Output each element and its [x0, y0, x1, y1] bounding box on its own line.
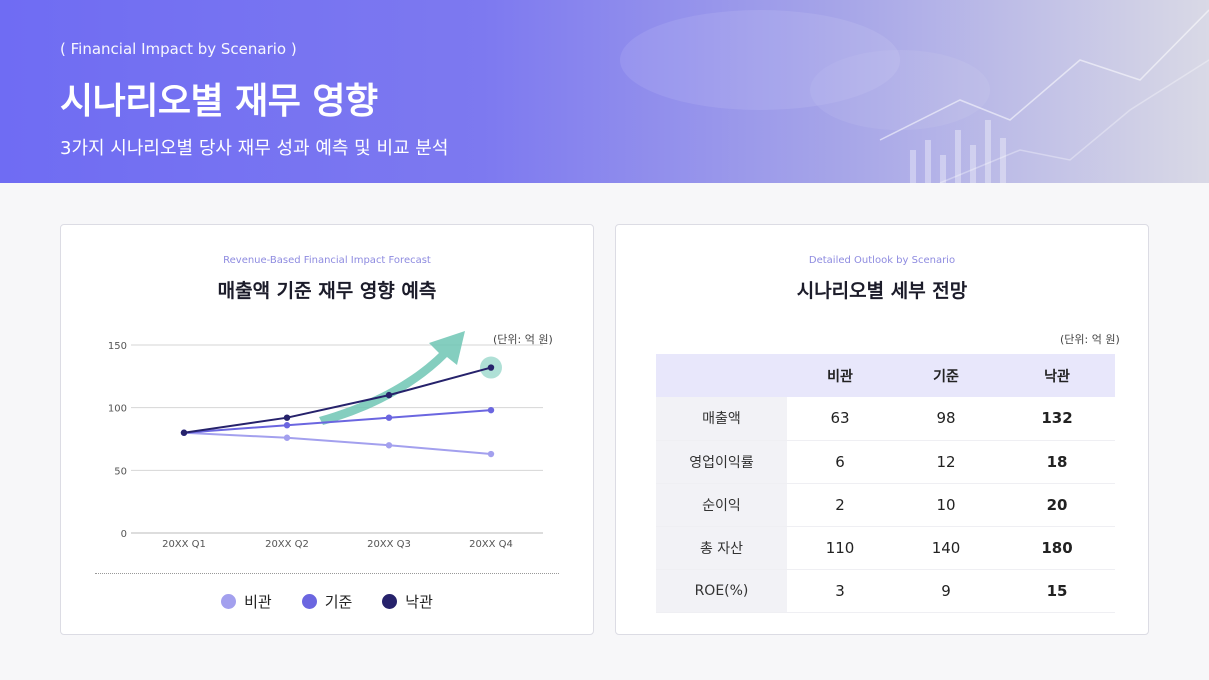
x-tick-label: 20XX Q4 [469, 539, 513, 550]
data-point-base [283, 422, 291, 429]
series-line-pessimistic [183, 431, 492, 456]
table-cell: 132 [999, 397, 1115, 441]
page-description: 3가지 시나리오별 당사 재무 성과 예측 및 비교 분석 [60, 138, 449, 159]
scenario-table: 비관 기준 낙관 매출액 63 98 132 영업이익률 6 12 18 순이익… [656, 354, 1115, 613]
data-point-base [487, 406, 495, 414]
table-row: 순이익 2 10 20 [656, 483, 1115, 527]
legend-label-base: 기준 [324, 593, 353, 611]
table-header-row: 비관 기준 낙관 [656, 354, 1115, 397]
table-row: 매출액 63 98 132 [656, 397, 1115, 441]
table-cell: 110 [787, 526, 894, 570]
series-line-optimistic [183, 366, 492, 434]
chart-legend: 비관 기준 낙관 [61, 591, 593, 612]
row-label: ROE(%) [656, 569, 787, 613]
data-point-optimistic [385, 391, 393, 399]
table-cell: 6 [787, 440, 894, 484]
table-cell: 15 [999, 569, 1115, 613]
table-title: 시나리오별 세부 전망 [796, 280, 968, 302]
legend-dot-base [301, 594, 317, 609]
table-cell: 10 [893, 483, 1000, 527]
table-cell: 140 [893, 526, 1000, 570]
hero-banner: ( Financial Impact by Scenario ) 시나리오별 재… [0, 0, 1209, 183]
row-label: 순이익 [656, 483, 787, 527]
page-title: 시나리오별 재무 영향 [60, 81, 378, 122]
hero-subtitle-en: ( Financial Impact by Scenario ) [60, 40, 297, 58]
table-eyebrow: Detailed Outlook by Scenario [808, 255, 956, 266]
table-cell: 9 [893, 569, 1000, 613]
chart-title: 매출액 기준 재무 영향 예측 [217, 280, 437, 302]
legend-dot-optimistic [382, 594, 398, 609]
table-corner-cell [656, 354, 787, 397]
data-point-optimistic [283, 414, 291, 421]
table-unit-label: (단위: 억 원) [1060, 333, 1120, 346]
legend-item-pessimistic: 비관 [221, 591, 272, 612]
forecast-chart-card: Revenue-Based Financial Impact Forecast … [60, 224, 594, 635]
series-line-base [183, 409, 492, 434]
table-row: 총 자산 110 140 180 [656, 526, 1115, 570]
y-tick-label: 50 [114, 466, 127, 477]
row-label: 총 자산 [656, 526, 787, 570]
scenario-outlook-card: Detailed Outlook by Scenario 시나리오별 세부 전망… [615, 224, 1149, 635]
data-point-optimistic [180, 429, 188, 436]
legend-label-optimistic: 낙관 [405, 593, 433, 611]
data-point-base [385, 414, 393, 421]
row-label: 매출액 [656, 397, 787, 441]
table-row: ROE(%) 3 9 15 [656, 569, 1115, 613]
x-tick-label: 20XX Q1 [162, 539, 206, 550]
data-point-optimistic [487, 364, 495, 371]
table-row: 영업이익률 6 12 18 [656, 440, 1115, 484]
column-header-optimistic: 낙관 [999, 354, 1115, 397]
table-cell: 3 [787, 569, 894, 613]
table-cell: 20 [999, 483, 1115, 527]
table-cell: 98 [893, 397, 1000, 441]
legend-label-pessimistic: 비관 [244, 593, 272, 611]
data-point-pessimistic [283, 434, 291, 441]
legend-item-optimistic: 낙관 [382, 591, 433, 612]
x-tick-label: 20XX Q3 [367, 539, 411, 550]
table-cell: 2 [787, 483, 894, 527]
trend-arrow-icon [319, 331, 465, 425]
hero-background-graphic [620, 9, 1209, 183]
line-chart: 0 50 100 150 20XX Q1 20XX Q2 20XX Q3 20XX Q4 [108, 331, 543, 550]
column-header-pessimistic: 비관 [787, 354, 894, 397]
y-tick-label: 0 [121, 529, 127, 540]
data-point-pessimistic [385, 442, 393, 449]
row-label: 영업이익률 [656, 440, 787, 484]
table-cell: 18 [999, 440, 1115, 484]
chart-unit-label: (단위: 억 원) [493, 333, 553, 346]
legend-divider [95, 573, 559, 574]
table-cell: 12 [893, 440, 1000, 484]
x-tick-label: 20XX Q2 [265, 539, 309, 550]
data-point-pessimistic [487, 450, 495, 458]
table-cell: 180 [999, 526, 1115, 570]
legend-item-base: 기준 [301, 591, 353, 612]
table-cell: 63 [787, 397, 894, 441]
legend-dot-pessimistic [221, 594, 237, 609]
chart-eyebrow: Revenue-Based Financial Impact Forecast [223, 255, 431, 266]
column-header-base: 기준 [893, 354, 1000, 397]
y-tick-label: 100 [108, 404, 127, 415]
y-tick-label: 150 [108, 341, 127, 352]
